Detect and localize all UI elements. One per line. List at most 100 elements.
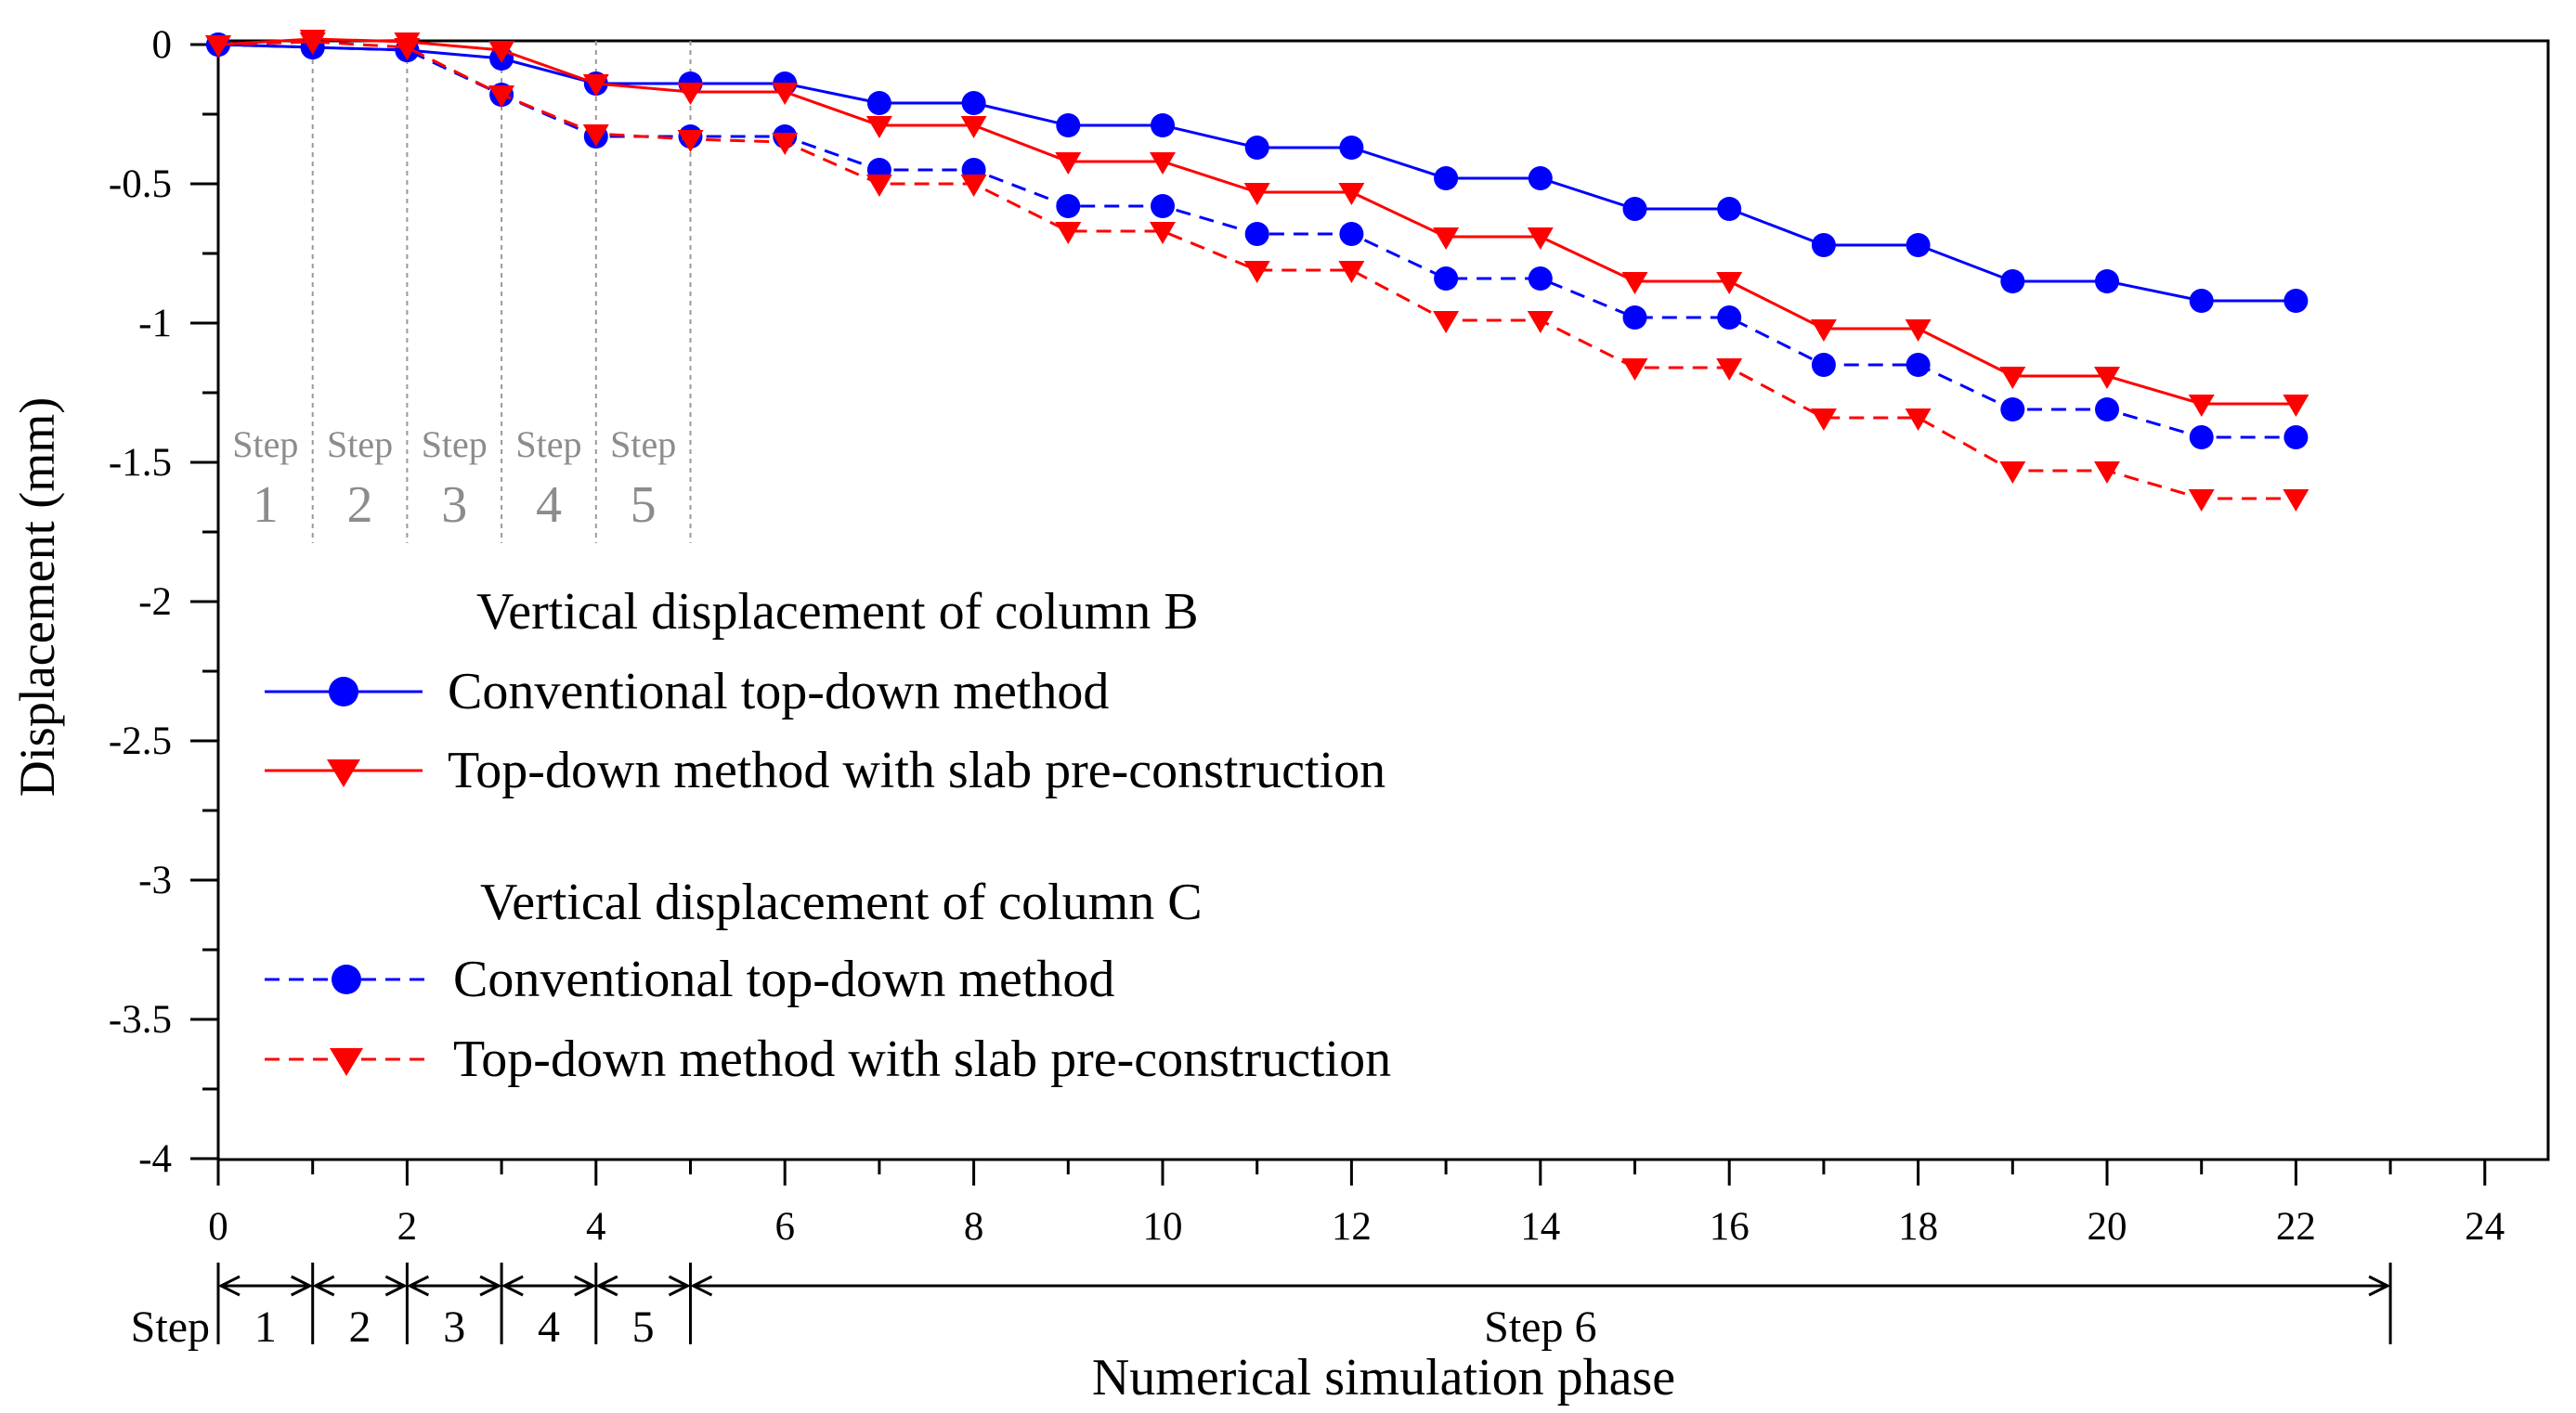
data-point bbox=[2189, 425, 2214, 449]
data-point bbox=[1150, 152, 1176, 175]
x-tick-label: 16 bbox=[1710, 1205, 1750, 1249]
data-point bbox=[582, 74, 609, 97]
data-point bbox=[677, 130, 704, 152]
data-point bbox=[1151, 194, 1175, 218]
phase-arrow-head-right bbox=[574, 1275, 597, 1297]
phase-arrow-head-left bbox=[595, 1275, 618, 1297]
phase-arrow-head-right bbox=[384, 1275, 408, 1297]
data-point bbox=[866, 91, 891, 115]
data-point bbox=[960, 175, 987, 197]
data-point bbox=[1716, 358, 1743, 381]
data-point bbox=[1621, 358, 1648, 381]
data-point bbox=[299, 32, 326, 55]
legend-group-b-title: Vertical displacement of column B bbox=[476, 583, 1199, 641]
y-tick-label: -1.5 bbox=[109, 441, 172, 485]
data-point bbox=[394, 38, 421, 60]
data-point bbox=[2000, 397, 2025, 421]
legend-c-conventional-marker bbox=[332, 965, 361, 994]
data-point bbox=[1999, 367, 2026, 389]
data-point bbox=[2188, 489, 2215, 512]
phase-arrow-head-right bbox=[479, 1275, 502, 1297]
data-point bbox=[1244, 222, 1269, 246]
data-point bbox=[2000, 269, 2025, 293]
data-point bbox=[1434, 166, 1459, 190]
step-label-number: 4 bbox=[536, 476, 562, 534]
x-tick-label: 2 bbox=[397, 1205, 418, 1249]
data-point bbox=[865, 175, 892, 197]
data-point bbox=[677, 83, 704, 105]
y-tick-label: -1 bbox=[138, 302, 172, 345]
data-point bbox=[1906, 233, 1931, 257]
y-tick-label: -2 bbox=[138, 580, 172, 624]
phase-arrow-head-right bbox=[2368, 1275, 2391, 1297]
legend-c-preconstruction-label: Top-down method with slab pre-constructi… bbox=[453, 1031, 1391, 1088]
data-point bbox=[1527, 227, 1554, 250]
step-label-number: 1 bbox=[253, 476, 279, 534]
data-point bbox=[1055, 152, 1082, 175]
x-tick-label: 22 bbox=[2276, 1205, 2316, 1249]
data-point bbox=[1716, 272, 1743, 294]
data-point bbox=[1244, 136, 1269, 160]
data-point bbox=[2188, 395, 2215, 417]
data-point bbox=[1717, 305, 1742, 330]
data-point bbox=[488, 41, 515, 63]
phase-segment-label: 2 bbox=[349, 1303, 371, 1352]
data-point bbox=[865, 116, 892, 138]
phase-segment-label: 1 bbox=[254, 1303, 277, 1352]
x-tick-label: 6 bbox=[774, 1205, 795, 1249]
axes: 0-0.5-1-1.5-2-2.5-3-3.5-40 2 4 6 8 10 12 14 16 18… bbox=[109, 23, 2504, 1249]
x-axis-title: Numerical simulation phase bbox=[1092, 1349, 1675, 1407]
data-point bbox=[1528, 266, 1553, 291]
step-label-number: 2 bbox=[347, 476, 373, 534]
legend-c-preconstruction-marker bbox=[330, 1048, 363, 1076]
data-point bbox=[1243, 261, 1270, 283]
data-point bbox=[1339, 136, 1364, 160]
data-point bbox=[1150, 222, 1176, 244]
data-point bbox=[1811, 233, 1836, 257]
phase-arrow-head-left bbox=[501, 1275, 524, 1297]
data-point bbox=[488, 85, 515, 108]
data-point bbox=[205, 35, 231, 58]
data-point bbox=[2094, 461, 2120, 484]
x-tick-label: 12 bbox=[1332, 1205, 1372, 1249]
data-point bbox=[1717, 197, 1742, 221]
data-point bbox=[2095, 269, 2119, 293]
legend-group-c-title: Vertical displacement of column C bbox=[480, 874, 1203, 931]
series-line-1 bbox=[217, 37, 2296, 406]
step-label-word: Step bbox=[422, 423, 488, 465]
series-line-3 bbox=[217, 40, 2296, 500]
data-point bbox=[2095, 397, 2119, 421]
x-tick-label: 14 bbox=[1520, 1205, 1560, 1249]
y-tick-label: -2.5 bbox=[109, 719, 172, 763]
phase-arrow-head-right bbox=[291, 1275, 314, 1297]
in-plot-step-labels: Step 1 Step 2 Step 3 Step 4 Step 5 bbox=[232, 423, 676, 534]
legend-c-conventional-label: Conventional top-down method bbox=[453, 951, 1114, 1008]
data-point bbox=[1433, 311, 1460, 333]
phase-arrow-head-left bbox=[690, 1275, 713, 1297]
data-point bbox=[2283, 425, 2309, 449]
data-point bbox=[2283, 289, 2309, 313]
step-boundary-lines bbox=[311, 41, 692, 543]
data-point bbox=[1999, 461, 2026, 484]
data-point bbox=[582, 124, 609, 147]
data-point bbox=[1433, 227, 1460, 250]
x-tick-label: 8 bbox=[964, 1205, 984, 1249]
legend-b-conventional-marker bbox=[329, 677, 358, 706]
data-point bbox=[1151, 113, 1175, 137]
data-point bbox=[1056, 113, 1081, 137]
phase-segment-label: 3 bbox=[443, 1303, 465, 1352]
data-point bbox=[1905, 319, 1932, 342]
data-point bbox=[772, 83, 799, 105]
data-point bbox=[1811, 353, 1836, 377]
x-tick-label: 24 bbox=[2465, 1205, 2504, 1249]
data-point bbox=[1527, 311, 1554, 333]
data-point bbox=[1528, 166, 1553, 190]
phase-segment-label: Step 6 bbox=[1484, 1303, 1596, 1352]
legend: Vertical displacement of column B Conven… bbox=[265, 583, 1391, 1088]
data-point bbox=[1339, 222, 1364, 246]
phase-arrow-head-left bbox=[407, 1275, 430, 1297]
x-tick-label: 10 bbox=[1143, 1205, 1183, 1249]
data-point bbox=[1621, 272, 1648, 294]
y-tick-label: -4 bbox=[138, 1137, 172, 1181]
y-tick-label: 0 bbox=[152, 23, 173, 67]
